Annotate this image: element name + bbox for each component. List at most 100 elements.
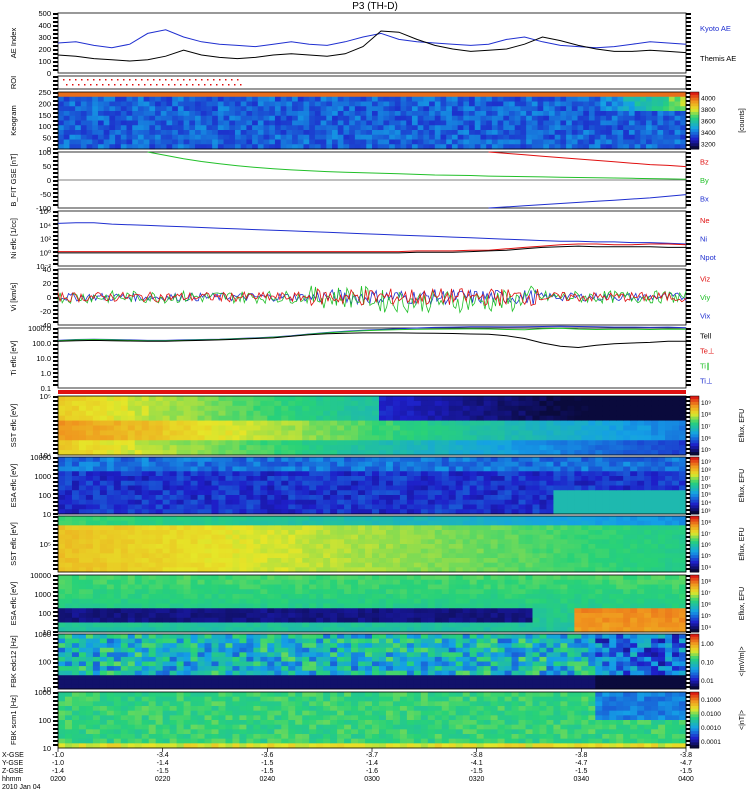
heat-cell: [326, 115, 333, 121]
heat-cell: [115, 101, 122, 107]
ruler-mark: [53, 360, 58, 362]
heat-cell: [588, 120, 596, 126]
heat-cell: [497, 125, 504, 131]
heat-cell: [518, 530, 527, 536]
heat-cell: [417, 101, 424, 107]
heat-cell: [120, 101, 128, 107]
heat-cell: [680, 130, 687, 136]
heat-cell: [239, 548, 247, 554]
heat-cell: [567, 480, 575, 486]
heat-cell: [176, 440, 185, 446]
heat-cell: [85, 415, 94, 422]
ruler-mark: [53, 235, 58, 237]
heat-cell: [211, 476, 219, 482]
heat-cell: [257, 134, 265, 140]
ruler-mark: [686, 211, 691, 213]
heat-cell: [372, 415, 380, 422]
heat-cell: [58, 130, 65, 136]
heat-cell: [211, 400, 219, 407]
heat-cell: [85, 495, 94, 501]
ruler-mark: [686, 148, 691, 150]
heat-cell: [420, 445, 429, 451]
heat-cell: [378, 425, 387, 431]
heat-cell: [594, 96, 601, 102]
heat-cell: [455, 420, 464, 426]
heat-cell: [225, 539, 233, 545]
heat-cell: [162, 495, 171, 501]
heat-cell: [253, 544, 261, 550]
heat-cell: [169, 400, 178, 407]
heat-cell: [141, 495, 150, 501]
heat-cell: [567, 539, 575, 545]
ruler-mark: [686, 49, 691, 51]
heat-cell: [71, 509, 80, 515]
heat-cell: [120, 485, 129, 491]
heat-cell: [490, 480, 499, 486]
heat-cell: [155, 567, 164, 573]
heat-cell: [490, 435, 499, 441]
heat-cell: [406, 139, 413, 145]
heat-cell: [69, 144, 76, 150]
heat-cell: [640, 92, 647, 98]
heat-cell: [240, 139, 247, 145]
heat-cell: [314, 139, 322, 145]
heat-cell: [85, 480, 94, 486]
heat-cell: [365, 396, 373, 402]
ruler-mark: [686, 360, 691, 362]
heat-cell: [176, 534, 185, 540]
heat-cell: [127, 509, 136, 515]
ruler-mark: [53, 380, 58, 382]
ruler-mark: [686, 259, 691, 261]
heat-cell: [239, 530, 247, 536]
heat-cell: [92, 485, 101, 491]
heat-cell: [385, 567, 394, 573]
heat-cell: [377, 144, 384, 150]
heat-cell: [399, 495, 408, 501]
heat-cell: [195, 96, 202, 102]
heat-cell: [99, 450, 108, 456]
heat-cell: [448, 539, 457, 545]
heat-cell: [399, 405, 408, 412]
heat-cell: [197, 495, 206, 501]
heat-cell: [372, 115, 379, 121]
heat-cell: [372, 92, 379, 98]
heat-cell: [80, 92, 88, 98]
heat-cell: [462, 495, 471, 501]
heat-cell: [389, 96, 396, 102]
heat-cell: [106, 534, 115, 540]
ruler-mark: [53, 33, 58, 35]
heat-cell: [616, 558, 624, 564]
heat-cell: [295, 509, 303, 515]
heat-cell: [674, 125, 681, 131]
heat-cell: [239, 435, 247, 441]
heat-cell: [113, 425, 122, 431]
heat-cell: [280, 101, 287, 107]
heat-cell: [351, 457, 359, 463]
heat-cell: [85, 466, 94, 472]
heat-cell: [448, 562, 457, 568]
roi-mark: [204, 84, 206, 86]
heat-cell: [637, 410, 645, 417]
heat-cell: [651, 509, 659, 515]
heat-cell: [553, 445, 561, 451]
heat-cell: [253, 480, 261, 486]
heat-cell: [143, 120, 150, 126]
heat-cell: [330, 516, 338, 522]
heat-cell: [413, 525, 422, 531]
roi-mark: [207, 79, 209, 81]
heat-cell: [120, 120, 128, 126]
heat-cell: [58, 553, 66, 559]
heat-cell: [440, 111, 447, 117]
heat-cell: [420, 476, 429, 482]
heat-cell: [260, 530, 268, 536]
heat-cell: [594, 139, 601, 145]
heat-cell: [420, 410, 429, 417]
heat-cell: [288, 567, 296, 573]
heat-cell: [358, 396, 366, 402]
heat-cell: [400, 96, 407, 102]
colorbar-cell: [690, 511, 699, 515]
heat-cell: [672, 400, 680, 407]
heat-cell: [316, 461, 324, 467]
heat-cell: [337, 461, 345, 467]
heat-cell: [476, 396, 485, 402]
